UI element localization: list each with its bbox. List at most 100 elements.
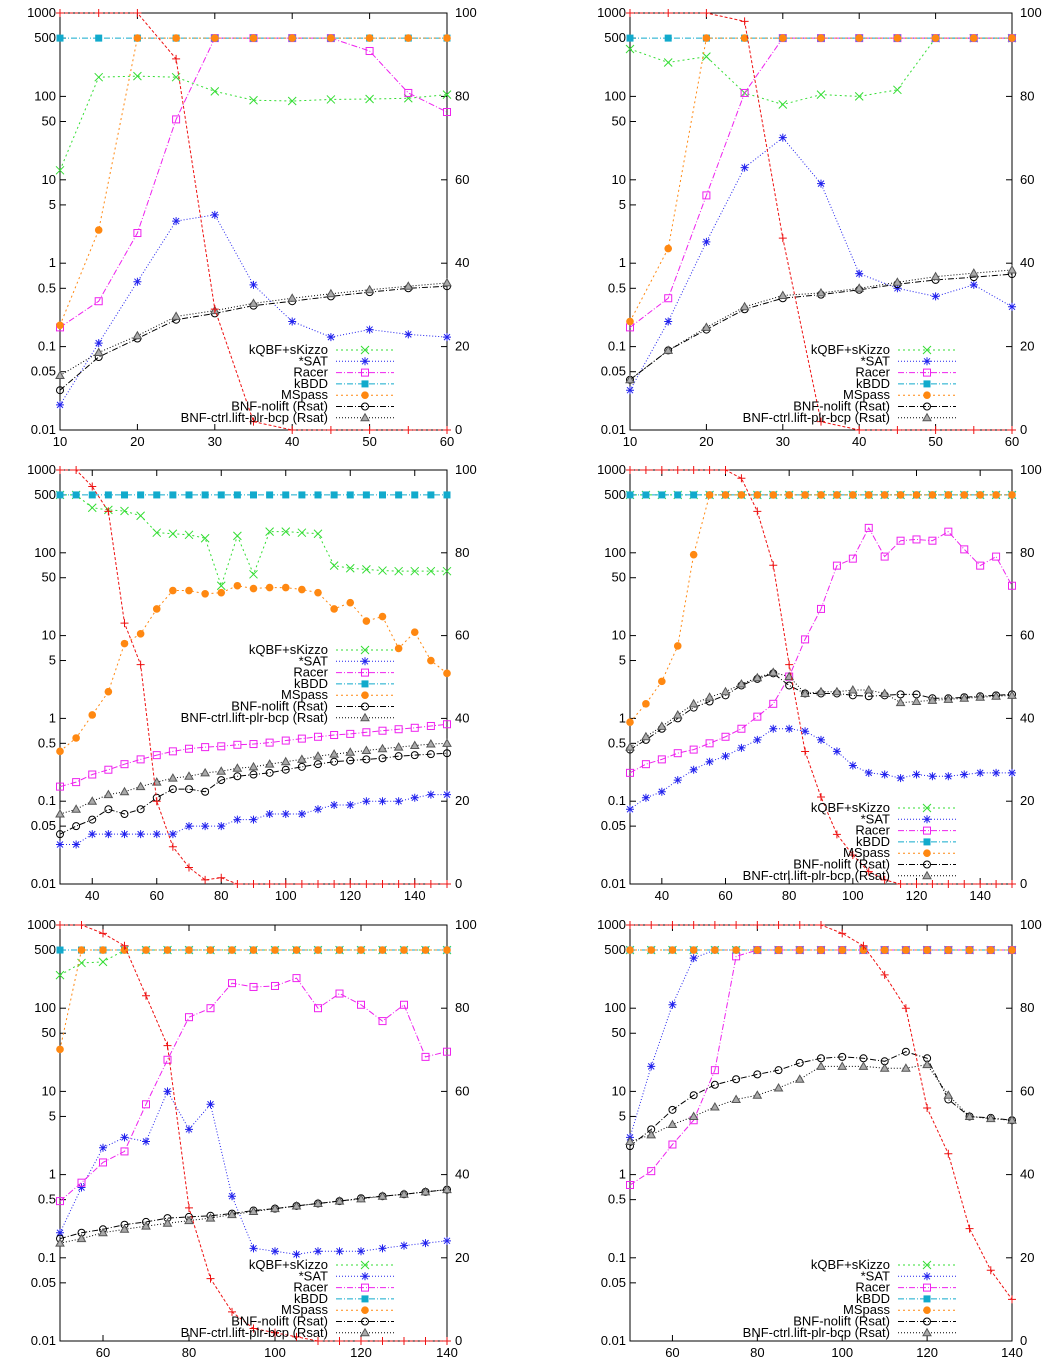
data-point [705, 739, 714, 748]
y-left-tick-label: 0.5 [608, 280, 626, 295]
y-right-tick-label: 0 [1020, 876, 1027, 891]
y-right-tick-label: 40 [455, 255, 469, 270]
data-point [335, 1337, 344, 1345]
data-point [893, 34, 902, 42]
data-point [99, 929, 107, 938]
data-point [426, 790, 435, 799]
data-point [133, 277, 142, 286]
data-point [201, 743, 210, 752]
data-point [281, 736, 290, 745]
data-point [400, 946, 408, 954]
series-bnf-nolift-rsat- [626, 270, 1016, 384]
data-point [132, 330, 143, 340]
data-point [753, 507, 762, 516]
data-point [210, 210, 219, 219]
y-right-tick-label: 100 [455, 462, 477, 477]
data-point [365, 34, 374, 42]
legend-entry: kBDD [856, 1291, 956, 1306]
data-point [912, 880, 921, 888]
chart-panel-5: 10005001005010510.50.10.050.011008060402… [27, 917, 477, 1360]
data-point [674, 491, 682, 499]
data-point [169, 491, 177, 499]
y-left-tick-label: 100 [34, 1000, 56, 1015]
legend-label: MSpass [843, 845, 890, 860]
data-point [1008, 581, 1016, 590]
data-point [249, 95, 258, 105]
data-point [817, 946, 825, 954]
legend-label: BNF-ctrl.lift-plr-bcp (Rsat) [181, 410, 328, 425]
data-point [838, 946, 847, 954]
series-line [629, 949, 1012, 1138]
data-point [864, 491, 873, 499]
legend-marker [360, 645, 370, 655]
data-point [330, 731, 339, 740]
data-point [740, 34, 749, 42]
data-point [394, 797, 403, 806]
data-point [421, 1337, 430, 1345]
x-tick-label: 120 [916, 1345, 938, 1360]
data-point [56, 491, 64, 499]
data-point [833, 491, 841, 499]
data-point [992, 880, 1001, 888]
data-point [625, 1136, 635, 1145]
data-point [795, 921, 804, 929]
data-point [673, 776, 682, 785]
series-line [59, 723, 448, 788]
legend-label: kBDD [294, 1291, 328, 1306]
series-percent [56, 9, 451, 434]
data-point [442, 277, 452, 287]
data-point [168, 529, 178, 539]
data-point [992, 768, 1001, 777]
data-point [753, 735, 762, 744]
data-point [817, 604, 825, 613]
data-point [421, 1239, 430, 1248]
data-point [77, 921, 86, 929]
legend-label: Racer [855, 823, 890, 838]
data-point [249, 982, 258, 991]
data-point [98, 957, 108, 967]
data-point [120, 810, 129, 819]
data-point [201, 491, 209, 499]
data-point [801, 747, 810, 756]
legend-entry: kQBF+sKizzo [811, 800, 956, 815]
plot-frame [59, 924, 448, 1342]
data-point [847, 685, 858, 694]
y-right-tick-label: 0 [1020, 422, 1027, 437]
data-point [668, 1105, 677, 1114]
y-left-tick-label: 500 [34, 30, 56, 45]
data-point [689, 765, 698, 774]
data-point [443, 720, 451, 729]
series-line [630, 924, 1013, 1300]
data-point [943, 694, 954, 703]
data-point [133, 71, 142, 81]
legend-entry: Racer [855, 365, 956, 380]
data-point [800, 688, 810, 697]
data-point [362, 797, 371, 806]
data-point [893, 284, 902, 293]
y-right-tick-label: 60 [1020, 628, 1034, 643]
y-left-tick-label: 1000 [597, 462, 626, 477]
data-point [378, 1017, 387, 1026]
y-left-tick-label: 0.01 [601, 1333, 626, 1348]
data-point [816, 1061, 826, 1070]
data-point [172, 34, 180, 42]
x-tick-label: 80 [214, 888, 228, 903]
data-point [690, 491, 698, 499]
y-left-tick-label: 0.5 [38, 735, 56, 750]
y-left-tick-label: 0.01 [601, 422, 626, 437]
data-point [817, 735, 825, 744]
data-point [960, 491, 969, 499]
data-point [184, 530, 194, 540]
data-point [377, 743, 388, 753]
legend-entry: Racer [855, 823, 956, 838]
legend-entry: Racer [293, 1280, 394, 1295]
legend-entry: kBDD [294, 1291, 394, 1306]
data-point [72, 491, 80, 499]
data-point [249, 280, 258, 289]
x-tick-label: 120 [906, 888, 928, 903]
data-point [976, 561, 985, 570]
data-point [689, 954, 698, 963]
data-point [365, 426, 374, 434]
data-point [326, 95, 336, 104]
y-left-tick-label: 10 [42, 628, 56, 643]
